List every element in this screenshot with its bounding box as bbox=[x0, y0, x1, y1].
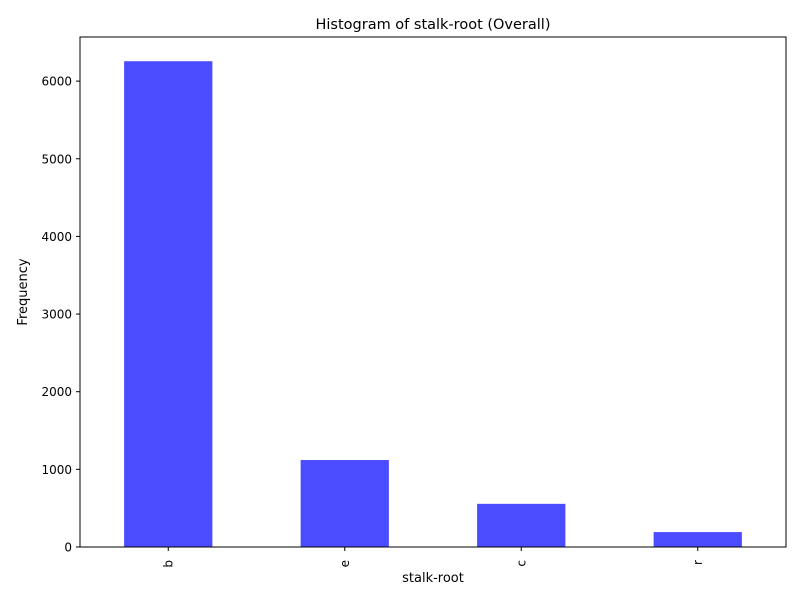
x-axis-label: stalk-root bbox=[402, 571, 464, 586]
bars-group bbox=[124, 61, 742, 547]
x-tick-label-c: c bbox=[514, 560, 528, 567]
y-tick-label-0: 0 bbox=[64, 541, 72, 555]
y-tick-label-1000: 1000 bbox=[41, 463, 72, 477]
y-tick-label-2000: 2000 bbox=[41, 385, 72, 399]
bar-c bbox=[477, 503, 566, 547]
bar-b bbox=[124, 61, 213, 547]
plot-frame bbox=[79, 36, 787, 548]
y-tick-label-3000: 3000 bbox=[41, 308, 72, 322]
y-axis: 0 1000 2000 3000 4000 5000 6000 bbox=[41, 75, 80, 555]
bar-e bbox=[300, 460, 389, 547]
x-tick-label-r: r bbox=[691, 560, 705, 565]
x-tick-label-b: b bbox=[161, 560, 175, 568]
chart-title: Histogram of stalk-root (Overall) bbox=[315, 17, 550, 33]
y-tick-label-4000: 4000 bbox=[41, 230, 72, 244]
bar-r bbox=[653, 532, 742, 547]
y-tick-label-5000: 5000 bbox=[41, 152, 72, 166]
x-tick-label-e: e bbox=[338, 560, 352, 567]
y-tick-label-6000: 6000 bbox=[41, 75, 72, 89]
y-axis-label: Frequency bbox=[16, 258, 31, 325]
